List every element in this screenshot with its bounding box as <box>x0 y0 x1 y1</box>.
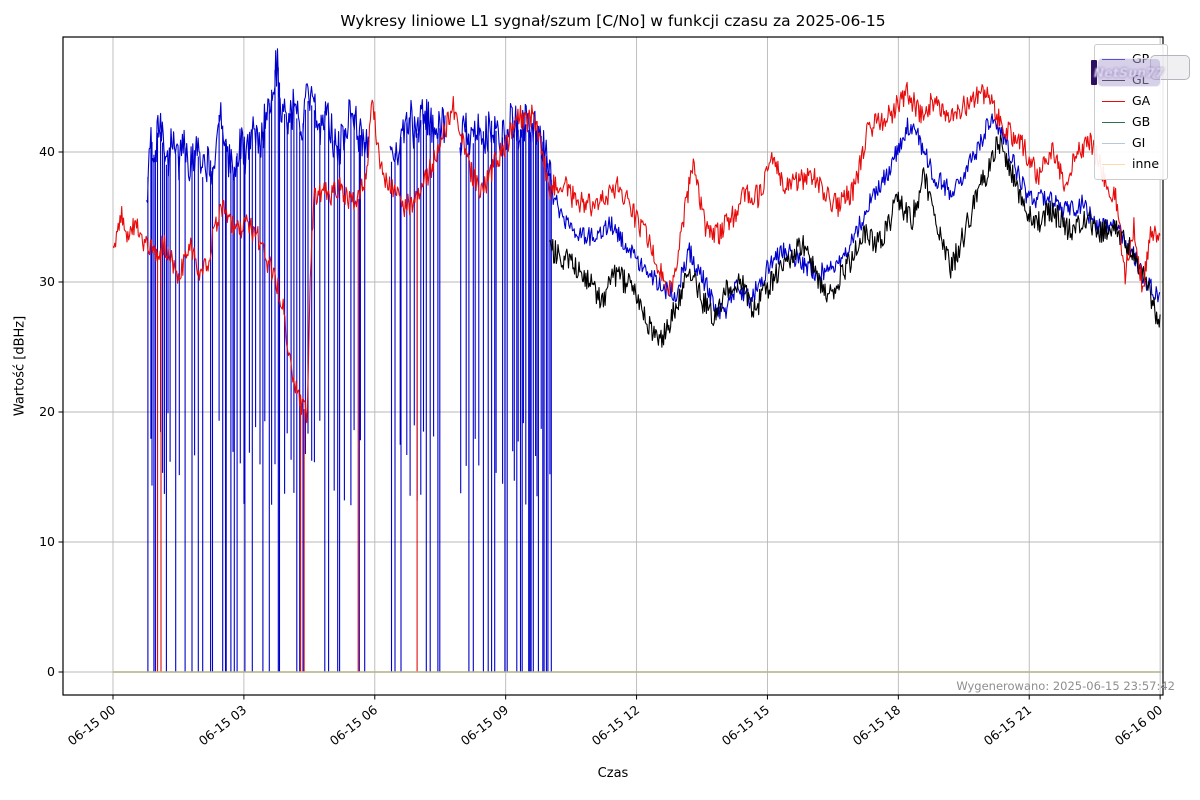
legend-entry-inne: inne <box>1102 154 1159 175</box>
series-GP <box>146 48 1161 672</box>
legend-line-icon <box>1102 122 1125 123</box>
legend-entry-GI: GI <box>1102 133 1159 154</box>
y-tick-label: 20 <box>39 404 55 419</box>
y-axis-label: Wartość [dBHz] <box>12 315 28 417</box>
legend-entry-GA: GA <box>1102 91 1159 112</box>
watermark-text: NetSun77 <box>1093 65 1165 80</box>
chart-title: Wykresy liniowe L1 sygnał/szum [C/No] w … <box>340 12 886 30</box>
watermark-badge: NetSun77 <box>1093 58 1165 87</box>
legend-label: inne <box>1132 156 1160 172</box>
series-GA <box>112 81 1161 672</box>
legend-line-icon <box>1102 143 1125 144</box>
legend-label: GB <box>1132 114 1151 130</box>
x-axis-label: Czas <box>597 766 629 781</box>
legend-label: GA <box>1132 93 1151 109</box>
legend-label: GI <box>1132 135 1146 151</box>
generated-timestamp: Wygenerowano: 2025-06-15 23:57:42 <box>956 679 1175 693</box>
y-tick-label: 10 <box>39 534 55 549</box>
y-tick-label: 40 <box>39 144 55 159</box>
legend-line-icon <box>1102 164 1125 165</box>
legend-line-icon <box>1102 101 1125 102</box>
y-tick-label: 30 <box>39 274 55 289</box>
y-tick-label: 0 <box>47 664 55 679</box>
series-GL <box>548 134 1161 348</box>
legend-entry-GB: GB <box>1102 112 1159 133</box>
watermark-bar <box>1091 60 1097 85</box>
